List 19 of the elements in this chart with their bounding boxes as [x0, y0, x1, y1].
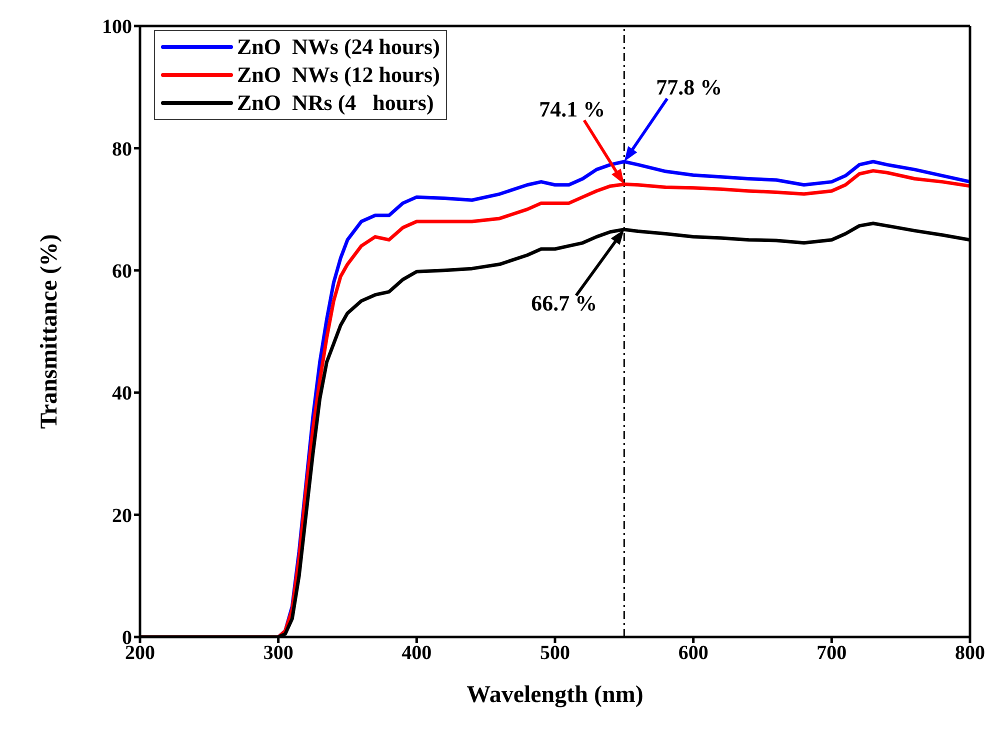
annotation: 74.1 % — [539, 96, 606, 122]
x-axis-title: Wavelength (nm) — [466, 682, 644, 708]
x-tick-label: 600 — [678, 642, 708, 664]
annotation: 66.7 % — [531, 290, 598, 316]
x-tick-label: 400 — [402, 642, 432, 664]
x-tick-label: 800 — [955, 642, 985, 664]
y-tick-label: 80 — [112, 138, 132, 160]
y-tick-label: 20 — [112, 504, 132, 527]
y-axis-title: Transmittance (%) — [36, 234, 63, 429]
legend-label: ZnO NWs (12 hours) — [237, 62, 440, 88]
x-tick-label: 500 — [540, 642, 570, 664]
y-tick-label: 100 — [102, 16, 132, 38]
legend-label: ZnO NWs (24 hours) — [237, 34, 440, 60]
x-tick-label: 700 — [816, 642, 847, 664]
x-tick-label: 300 — [263, 642, 294, 664]
legend-label: ZnO NRs (4 hours) — [237, 90, 434, 116]
annotation: 77.8 % — [656, 74, 722, 100]
y-tick-label: 40 — [112, 382, 132, 405]
y-tick-label: 60 — [112, 260, 132, 282]
